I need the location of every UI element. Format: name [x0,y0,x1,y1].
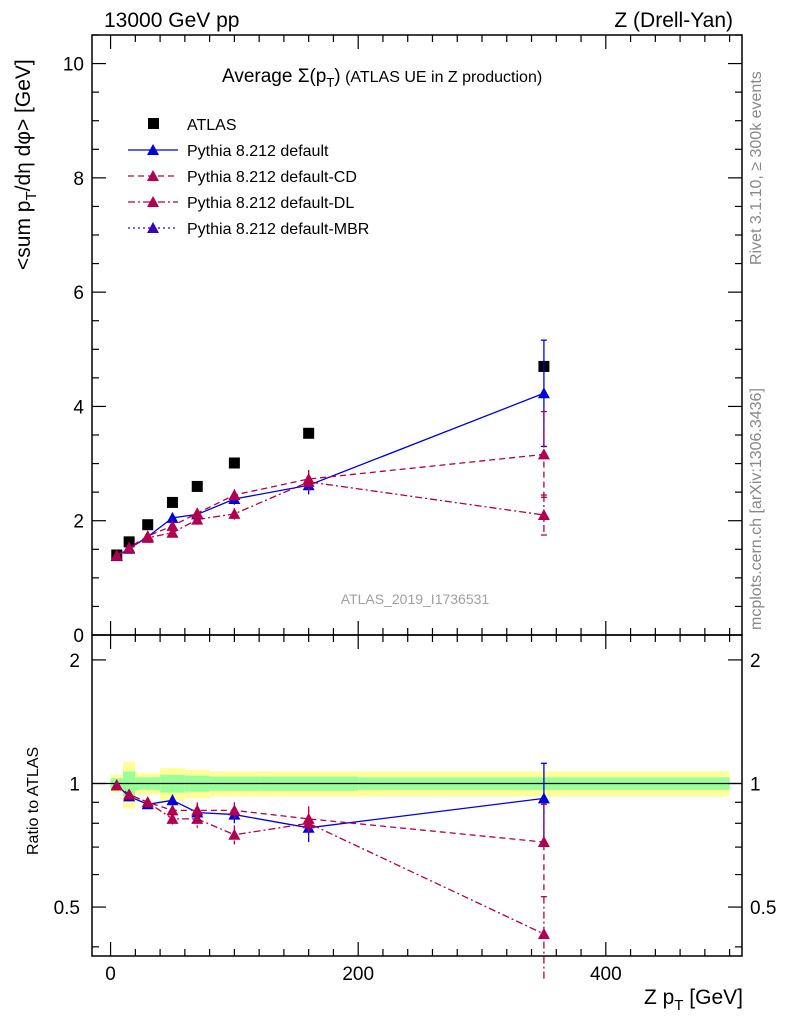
y-title-b: /dη dφ> [GeV] [12,59,35,191]
dl-point [537,509,550,520]
default-point [537,387,550,399]
default-line [116,392,545,557]
main-y-tick-label: 4 [73,397,84,418]
chart-title: Average Σ(pT) (ATLAS UE in Z production) [222,66,542,90]
data-point [228,457,240,469]
cd-point [191,507,204,519]
cd-point [166,519,179,531]
data-point [166,496,178,508]
main-series [110,339,550,562]
ratio-dl-point [537,927,550,939]
ratio-y-tick-label: 0.5 [54,898,80,919]
dl-point [228,507,241,519]
ratio-bands [92,761,742,809]
legend-label-data: ATLAS [187,117,237,134]
legend-label-mbr: Pythia 8.212 default-MBR [187,221,369,238]
data-point [191,480,203,492]
legend-label-dl: Pythia 8.212 default-DL [187,195,354,212]
legend-marker-cd [147,170,159,181]
title-lead: Average [222,66,298,87]
ratio-y-title: Ratio to ATLAS [25,747,42,855]
main-y-tick-label: 8 [73,169,84,190]
rivet-label: Rivet 3.1.10, ≥ 300k events [748,71,765,265]
ratio-dl-point [228,828,241,840]
main-y-tick-label: 2 [73,512,84,533]
main-y-axis: 0 2 4 6 8 10 [63,34,742,647]
x-title-a: Z p [644,986,674,1009]
main-y-tick-label: 0 [73,626,84,647]
process-label: Z (Drell-Yan) [614,9,733,32]
dl-line [116,481,544,557]
ratio-dl-point [166,812,179,824]
legend-label-cd: Pythia 8.212 default-CD [187,169,357,186]
y-axis-title: <sum pT/dη dφ> [GeV] [12,59,40,270]
ratio-cd-point [191,804,204,816]
ratio-dl-point [110,779,123,791]
ratio-y-axis: 0.5 0.5 1 1 2 2 [54,651,776,948]
y-title-sub: T [23,191,40,200]
dl-point [166,526,179,538]
ratio-y-tick-label-right: 2 [750,651,761,672]
energy-label: 13000 GeV pp [104,9,239,32]
dl-point [191,513,204,525]
dl-point [302,475,315,487]
legend-marker-default [147,144,159,155]
legend-marker-dl [147,196,159,207]
watermark: ATLAS_2019_I1736531 [341,591,490,607]
ratio-dl-point [191,812,204,824]
x-tick-label: 200 [342,964,374,985]
ratio-series [110,762,550,982]
y-title-a: <sum p [12,201,35,270]
title-sigma: Σ(p [298,66,327,87]
main-y-tick-label: 10 [63,55,84,76]
dl-point [141,531,154,543]
ratio-cd-point [166,804,179,816]
x-axis-title: Z pT [GeV] [644,986,743,1014]
ratio-cd-point [228,804,241,816]
title-sub: T [326,75,334,90]
ratio-default-point [537,792,550,804]
title-tail: ) [334,66,340,87]
source-label: mcplots.cern.ch [arXiv:1306.3436] [748,388,765,630]
ratio-default-point [166,794,179,806]
data-point [303,427,315,439]
ratio-panel: 0.5 0.5 1 1 2 2 0 200 400 Ratio to ATLAS Z pT [… [25,634,776,1014]
title-paren: (ATLAS UE in Z production) [341,69,543,86]
dl-point [110,549,123,561]
cd-line [116,453,544,557]
ratio-dl-line [116,784,545,935]
ratio-frame [91,634,743,957]
default-point [166,511,179,523]
cd-point [228,489,241,500]
ratio-dl-point [141,796,154,808]
ratio-x-axis: 0 200 400 [105,635,731,985]
ratio-y-tick-label-right: 0.5 [750,898,776,919]
legend-marker-mbr [147,222,159,233]
ratio-dl-point [123,788,136,800]
x-tick-label: 400 [590,964,622,985]
ratio-dl-point [302,817,315,829]
ratio-cd-line [116,784,544,843]
ratio-y-tick-label: 2 [69,651,80,672]
main-y-tick-label: 6 [73,283,84,304]
x-tick-label: 0 [105,964,116,985]
ratio-y-tick-label-right: 1 [750,774,761,795]
dl-point [123,542,136,554]
data-point [142,519,154,531]
ratio-cd-point [537,836,550,848]
main-x-ticks [109,35,731,635]
ratio-y-tick-label: 1 [69,774,80,795]
x-title-b: [GeV] [683,986,743,1009]
legend-marker-data [148,118,159,129]
cd-point [537,448,550,460]
legend-label-default: Pythia 8.212 default [187,143,329,160]
x-title-sub: T [674,997,683,1014]
legend: ATLAS Pythia 8.212 default Pythia 8.212 de… [128,117,369,238]
